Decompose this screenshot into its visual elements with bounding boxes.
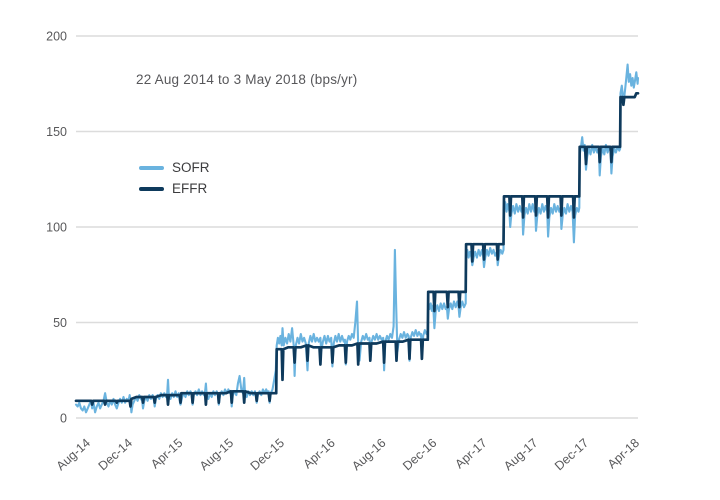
y-tick-label: 50 xyxy=(53,316,67,330)
chart-legend: SOFR EFFR xyxy=(139,157,210,199)
sofr-line xyxy=(74,63,640,414)
x-tick-label: Aug-14 xyxy=(54,436,93,473)
legend-item-effr: EFFR xyxy=(139,178,210,199)
x-tick-label: Aug-15 xyxy=(197,436,236,473)
legend-label-sofr: SOFR xyxy=(172,160,210,175)
x-tick-label: Apr-16 xyxy=(301,436,338,472)
legend-item-sofr: SOFR xyxy=(139,157,210,178)
x-tick-label: Apr-17 xyxy=(452,436,489,472)
chart-subtitle: 22 Aug 2014 to 3 May 2018 (bps/yr) xyxy=(136,72,358,87)
legend-swatch-effr xyxy=(139,186,164,191)
x-tick-label: Aug-16 xyxy=(349,436,388,473)
x-tick-label: Apr-15 xyxy=(148,436,185,472)
effr-line xyxy=(74,91,640,408)
legend-label-effr: EFFR xyxy=(172,181,208,196)
y-tick-label: 150 xyxy=(46,125,67,139)
x-tick-label: Dec-14 xyxy=(96,436,135,473)
x-tick-label: Aug-17 xyxy=(501,436,540,473)
x-tick-label: Apr-18 xyxy=(605,436,642,472)
x-tick-label: Dec-15 xyxy=(248,436,287,473)
y-tick-label: 100 xyxy=(46,221,67,235)
y-tick-label: 200 xyxy=(46,30,67,44)
x-tick-label: Dec-17 xyxy=(552,436,591,473)
x-tick-label: Dec-16 xyxy=(400,436,439,473)
y-tick-label: 0 xyxy=(60,412,67,426)
legend-swatch-sofr xyxy=(139,165,164,170)
